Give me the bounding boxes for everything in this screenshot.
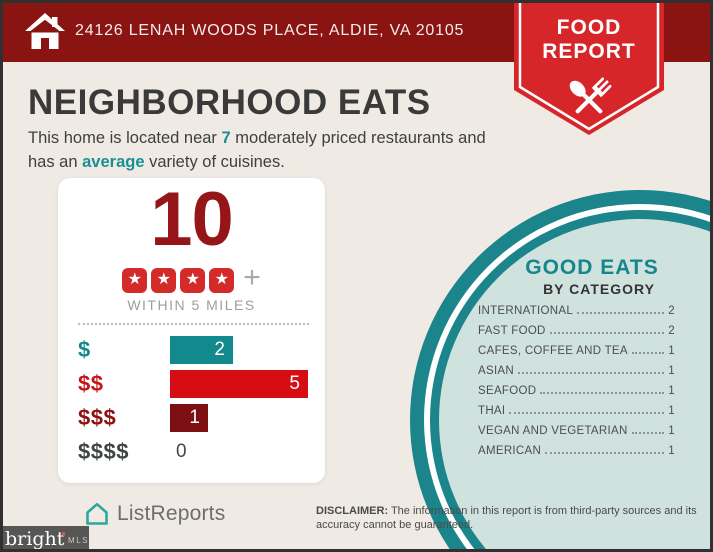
category-name: CAFES, COFFEE AND TEA <box>478 345 628 357</box>
category-row: INTERNATIONAL 2 <box>478 305 675 318</box>
dotted-leader <box>518 372 665 374</box>
dotted-leader <box>509 412 665 414</box>
category-row: ASIAN 1 <box>478 365 675 378</box>
price-tier-bar: 5 <box>170 370 308 398</box>
dotted-leader <box>549 332 665 334</box>
good-eats-subtitle: BY CATEGORY <box>543 281 655 297</box>
category-count: 1 <box>668 405 675 417</box>
category-row: AMERICAN 1 <box>478 445 675 458</box>
summary-segment: This home is located near <box>28 129 222 147</box>
food-report-badge: FOOD REPORT <box>514 0 664 138</box>
category-list: INTERNATIONAL 2 FAST FOOD 2 CAFES, COFFEE AN… <box>478 305 675 465</box>
category-count: 1 <box>668 425 675 437</box>
category-row: SEAFOOD 1 <box>478 385 675 398</box>
category-count: 2 <box>668 325 675 337</box>
brightmls-suffix: MLS <box>68 535 89 545</box>
badge-line1: FOOD <box>556 16 622 39</box>
price-tier-label: $$$$ <box>78 439 129 464</box>
price-tier-bar: 2 <box>170 336 233 364</box>
dotted-leader <box>631 432 665 434</box>
category-row: THAI 1 <box>478 405 675 418</box>
price-tier-zero-value: 0 <box>176 441 187 462</box>
page-title: NEIGHBORHOOD EATS <box>28 83 431 122</box>
category-name: THAI <box>478 405 506 417</box>
summary-text: This home is located near 7 moderately p… <box>28 127 486 175</box>
price-tier-row: $$$$ 0 <box>78 438 311 466</box>
summary-segment: has an <box>28 152 83 171</box>
brightmls-brand: bright <box>5 527 65 550</box>
summary-segment: moderately priced restaurants and <box>230 129 486 147</box>
price-tier-row: $$ 5 <box>78 370 311 398</box>
category-name: AMERICAN <box>478 445 542 457</box>
dotted-leader <box>545 452 665 454</box>
price-tier-row: $2 <box>78 336 311 364</box>
good-eats-title: GOOD EATS <box>525 256 659 279</box>
plus-icon: + <box>243 261 261 294</box>
dotted-leader <box>577 312 665 314</box>
restaurant-count: 10 <box>150 177 234 262</box>
category-name: INTERNATIONAL <box>478 305 574 317</box>
category-name: FAST FOOD <box>478 325 546 337</box>
listreports-logo: ListReports <box>84 501 225 527</box>
dotted-leader <box>540 392 665 394</box>
radius-label: WITHIN 5 MILES <box>127 297 256 313</box>
star-icon: ★ <box>151 267 177 293</box>
star-rating: ★ ★ ★ ★ + <box>58 261 325 295</box>
category-row: CAFES, COFFEE AND TEA 1 <box>478 345 675 358</box>
good-eats-panel: GOOD EATS BY CATEGORY <box>472 256 712 297</box>
category-row: FAST FOOD 2 <box>478 325 675 338</box>
badge-line2: REPORT <box>542 40 636 63</box>
dotted-leader <box>631 352 665 354</box>
variety-highlight: average <box>82 152 145 171</box>
brightmls-dot-icon <box>62 532 66 536</box>
property-address: 24126 LENAH WOODS PLACE, ALDIE, VA 20105 <box>75 22 465 39</box>
category-count: 1 <box>668 345 675 357</box>
category-count: 1 <box>668 385 675 397</box>
star-icon: ★ <box>180 267 206 293</box>
price-tier-row: $$$ 1 <box>78 404 311 432</box>
price-tier-track: 2 <box>170 336 311 364</box>
category-name: ASIAN <box>478 365 515 377</box>
category-row: VEGAN AND VEGETARIAN 1 <box>478 425 675 438</box>
price-tier-label: $$$ <box>78 405 117 430</box>
price-tier-track: 0 <box>170 438 311 466</box>
category-count: 2 <box>668 305 675 317</box>
category-name: VEGAN AND VEGETARIAN <box>478 425 628 437</box>
crossed-utensils-icon <box>569 77 612 114</box>
listreports-wordmark: ListReports <box>117 502 226 525</box>
restaurant-score-card: 10 ★ ★ ★ ★ + WITHIN 5 MILES $2 $$ 5 $$$ 1 $$$$ 0 <box>58 178 325 483</box>
price-tier-label: $ <box>78 337 91 362</box>
price-tier-chart: $2 $$ 5 $$$ 1 $$$$ 0 <box>78 336 311 472</box>
disclaimer: DISCLAIMER: The information in this repo… <box>316 505 698 533</box>
badge-title: FOOD REPORT <box>514 16 664 64</box>
star-icon: ★ <box>209 267 235 293</box>
restaurant-count-inline: 7 <box>221 129 231 147</box>
ribbon-shape <box>514 0 664 135</box>
listreports-icon <box>86 502 108 525</box>
disclaimer-label: DISCLAIMER: <box>316 505 389 517</box>
home-icon <box>25 13 65 49</box>
category-count: 1 <box>668 365 675 377</box>
disclaimer-text: The information in this report is from t… <box>316 505 697 531</box>
summary-segment: variety of cuisines. <box>144 152 285 171</box>
brightmls-watermark: bright MLS <box>0 526 89 552</box>
price-tier-track: 5 <box>170 370 311 398</box>
dotted-divider <box>78 323 309 325</box>
price-tier-label: $$ <box>78 371 104 396</box>
star-icon: ★ <box>122 267 148 293</box>
price-tier-track: 1 <box>170 404 311 432</box>
price-tier-bar: 1 <box>170 404 208 432</box>
category-count: 1 <box>668 445 675 457</box>
category-name: SEAFOOD <box>478 385 537 397</box>
